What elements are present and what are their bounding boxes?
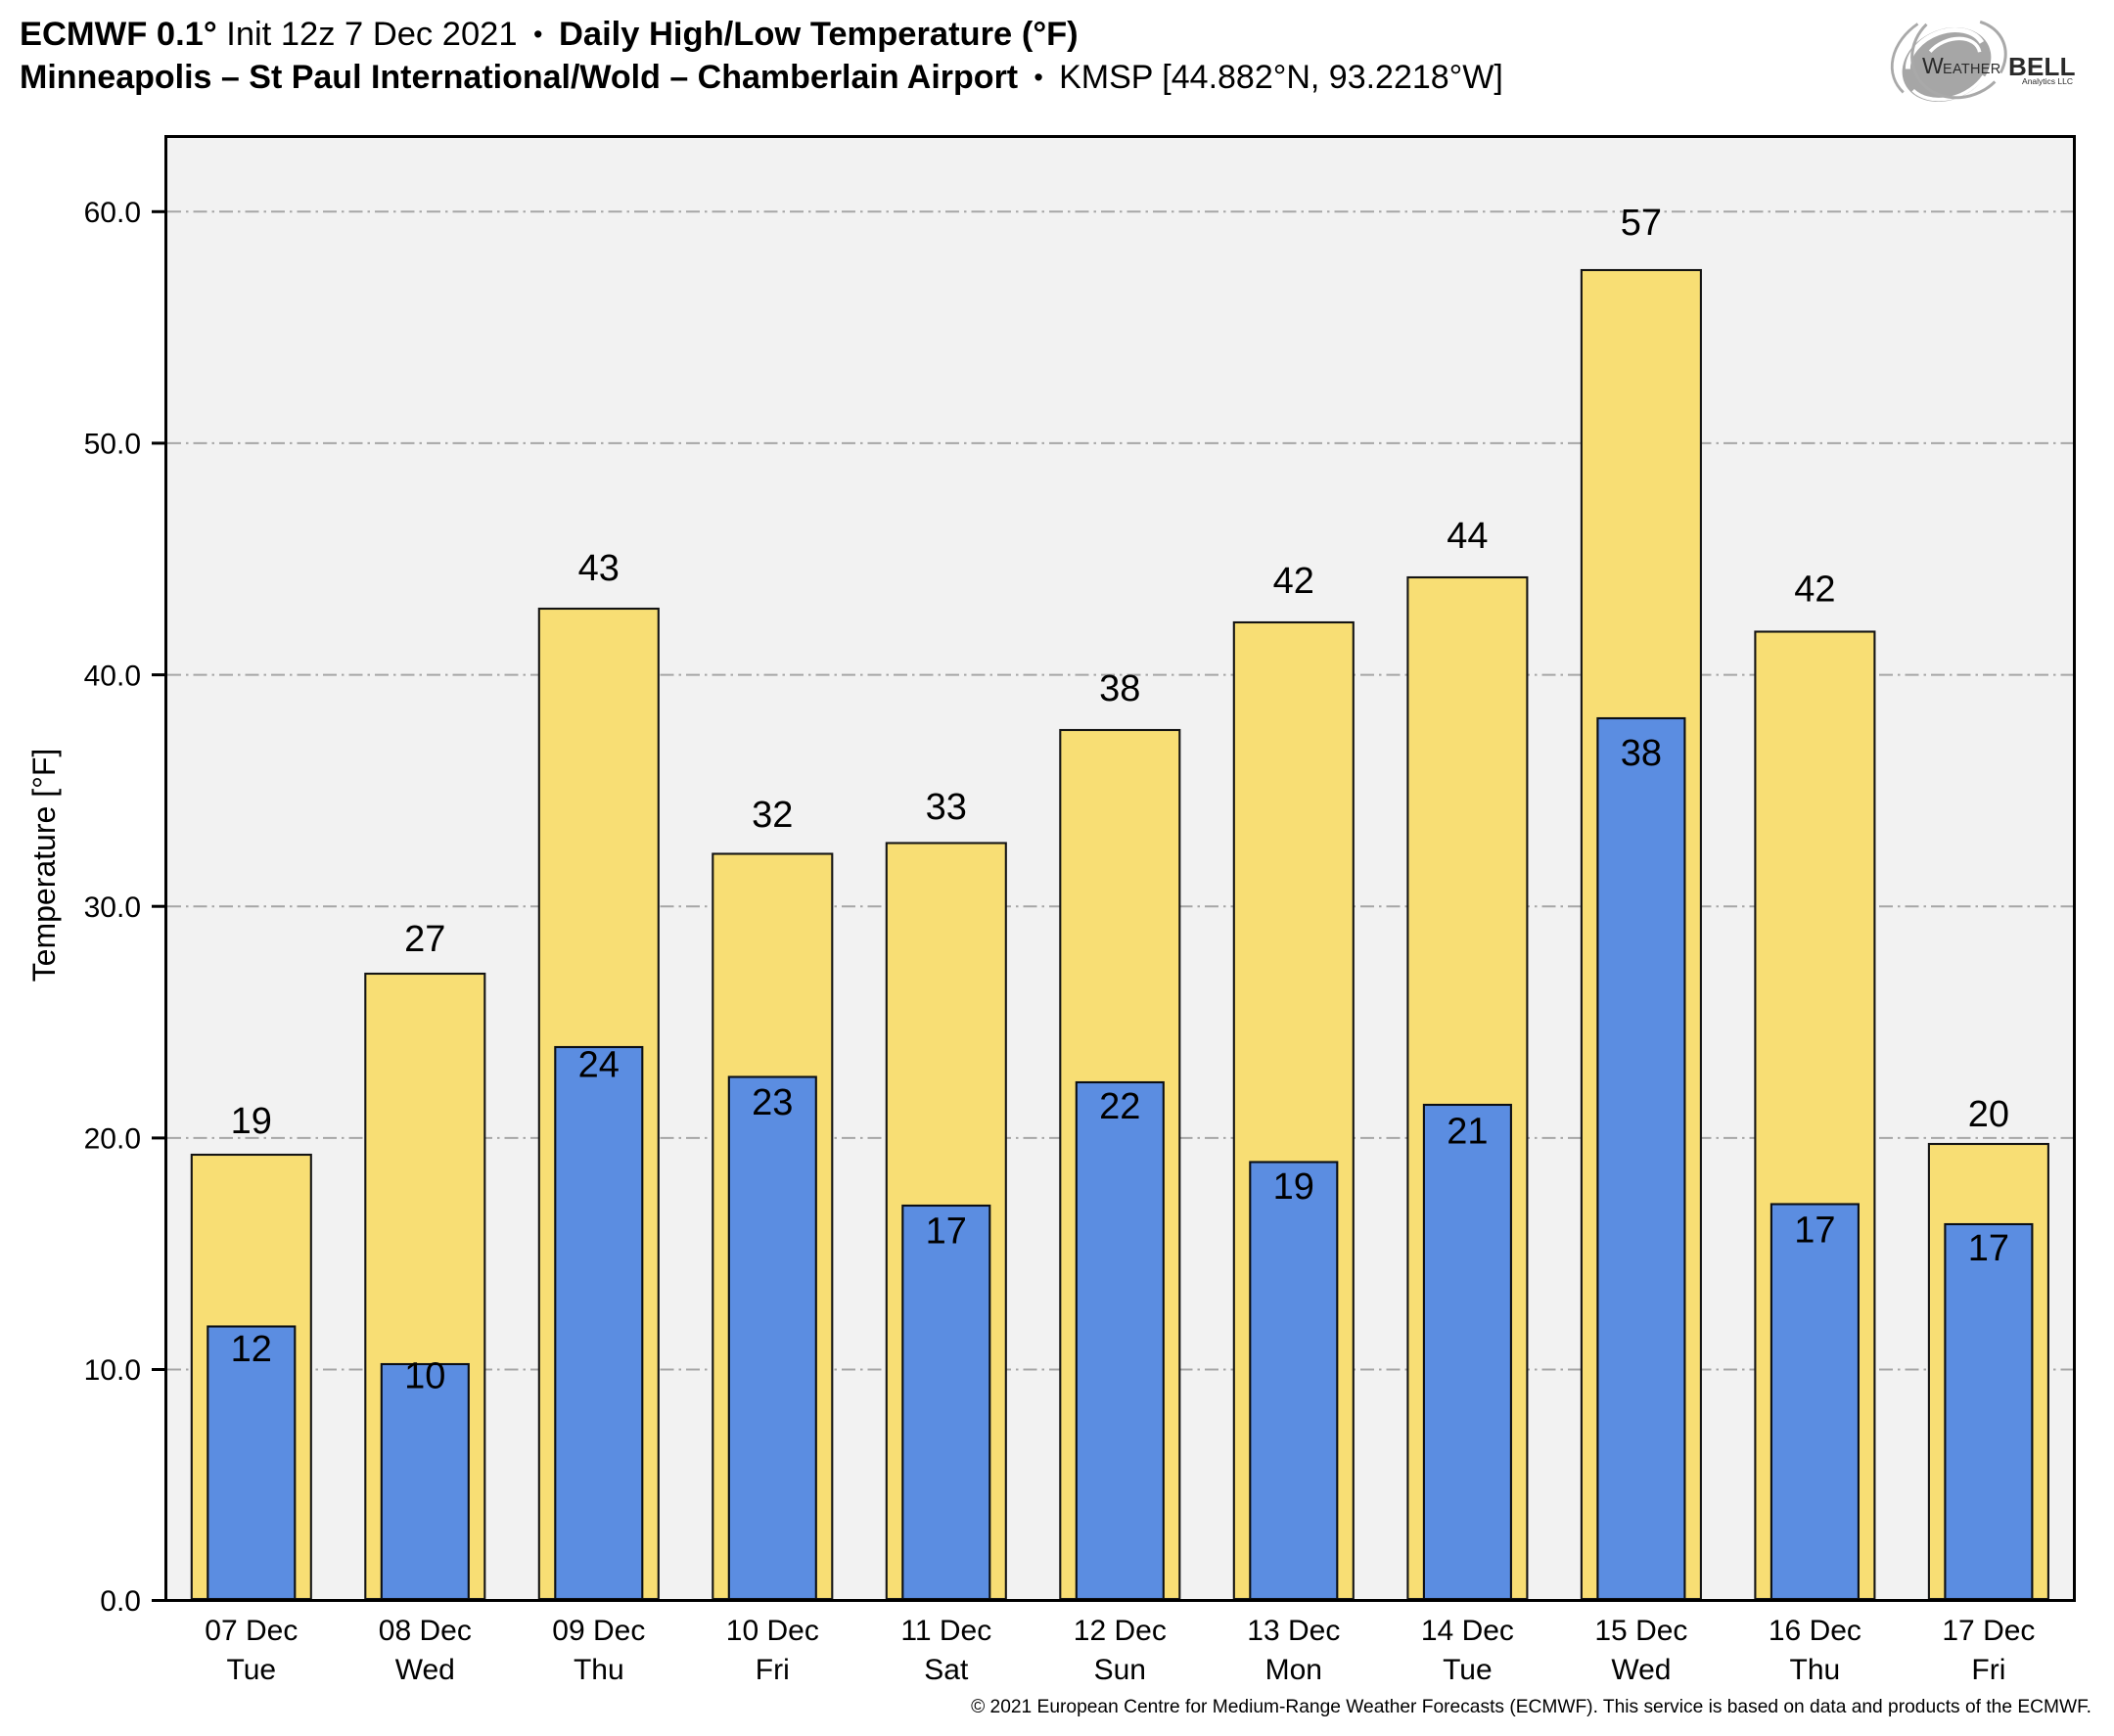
svg-text:W: W xyxy=(1922,53,1944,78)
svg-text:38: 38 xyxy=(1621,733,1662,774)
svg-text:Temperature [°F]: Temperature [°F] xyxy=(26,749,62,982)
svg-text:09 Dec: 09 Dec xyxy=(552,1615,645,1647)
svg-text:23: 23 xyxy=(752,1082,793,1123)
svg-text:Thu: Thu xyxy=(1790,1654,1841,1686)
svg-text:22: 22 xyxy=(1099,1086,1140,1127)
svg-text:19: 19 xyxy=(1273,1166,1314,1208)
svg-text:15 Dec: 15 Dec xyxy=(1594,1615,1687,1647)
svg-text:50.0: 50.0 xyxy=(84,429,141,461)
svg-text:Mon: Mon xyxy=(1265,1654,1322,1686)
svg-text:Analytics LLC: Analytics LLC xyxy=(2022,76,2073,86)
svg-text:57: 57 xyxy=(1621,203,1662,244)
svg-text:17: 17 xyxy=(926,1211,967,1253)
svg-text:42: 42 xyxy=(1794,570,1835,611)
svg-text:38: 38 xyxy=(1099,668,1140,709)
svg-text:Sat: Sat xyxy=(924,1654,969,1686)
svg-text:10: 10 xyxy=(404,1356,445,1397)
svg-text:Sun: Sun xyxy=(1094,1654,1146,1686)
svg-text:30.0: 30.0 xyxy=(84,891,141,924)
svg-text:BELL: BELL xyxy=(2008,52,2076,81)
svg-text:0.0: 0.0 xyxy=(100,1585,141,1618)
svg-text:07 Dec: 07 Dec xyxy=(205,1615,298,1647)
svg-text:24: 24 xyxy=(578,1045,620,1086)
svg-text:12: 12 xyxy=(231,1329,272,1370)
svg-text:Fri: Fri xyxy=(756,1654,790,1686)
svg-text:17: 17 xyxy=(1794,1211,1835,1252)
svg-text:13 Dec: 13 Dec xyxy=(1247,1615,1340,1647)
svg-text:© 2021 European Centre for Med: © 2021 European Centre for Medium-Range … xyxy=(971,1697,2091,1717)
svg-text:60.0: 60.0 xyxy=(84,197,141,229)
svg-text:17 Dec: 17 Dec xyxy=(1942,1615,2035,1647)
svg-text:11 Dec: 11 Dec xyxy=(900,1615,991,1647)
svg-text:21: 21 xyxy=(1447,1112,1488,1153)
svg-text:42: 42 xyxy=(1273,561,1314,602)
svg-text:19: 19 xyxy=(231,1101,272,1142)
svg-text:Tue: Tue xyxy=(1443,1654,1493,1686)
svg-text:08 Dec: 08 Dec xyxy=(379,1615,472,1647)
svg-text:Minneapolis – St Paul Internat: Minneapolis – St Paul International/Wold… xyxy=(20,59,1503,96)
svg-text:43: 43 xyxy=(578,548,620,589)
svg-text:Wed: Wed xyxy=(395,1654,455,1686)
svg-text:17: 17 xyxy=(1968,1228,2009,1269)
svg-text:40.0: 40.0 xyxy=(84,660,141,692)
svg-text:ECMWF 0.1° Init 12z 7 Dec 2021: ECMWF 0.1° Init 12z 7 Dec 2021 • Daily H… xyxy=(20,16,1079,53)
svg-text:10 Dec: 10 Dec xyxy=(726,1615,819,1647)
svg-text:Thu: Thu xyxy=(574,1654,624,1686)
svg-text:32: 32 xyxy=(752,795,793,836)
svg-text:10.0: 10.0 xyxy=(84,1354,141,1387)
svg-text:Tue: Tue xyxy=(227,1654,277,1686)
svg-text:12 Dec: 12 Dec xyxy=(1074,1615,1167,1647)
svg-text:27: 27 xyxy=(404,919,445,960)
svg-text:EATHER: EATHER xyxy=(1943,62,2001,77)
svg-text:44: 44 xyxy=(1447,516,1488,557)
svg-text:14 Dec: 14 Dec xyxy=(1421,1615,1514,1647)
svg-text:20.0: 20.0 xyxy=(84,1123,141,1156)
svg-text:20: 20 xyxy=(1968,1094,2009,1135)
svg-text:Wed: Wed xyxy=(1611,1654,1671,1686)
svg-text:33: 33 xyxy=(926,787,967,828)
svg-text:Fri: Fri xyxy=(1971,1654,2005,1686)
svg-text:16 Dec: 16 Dec xyxy=(1769,1615,1861,1647)
